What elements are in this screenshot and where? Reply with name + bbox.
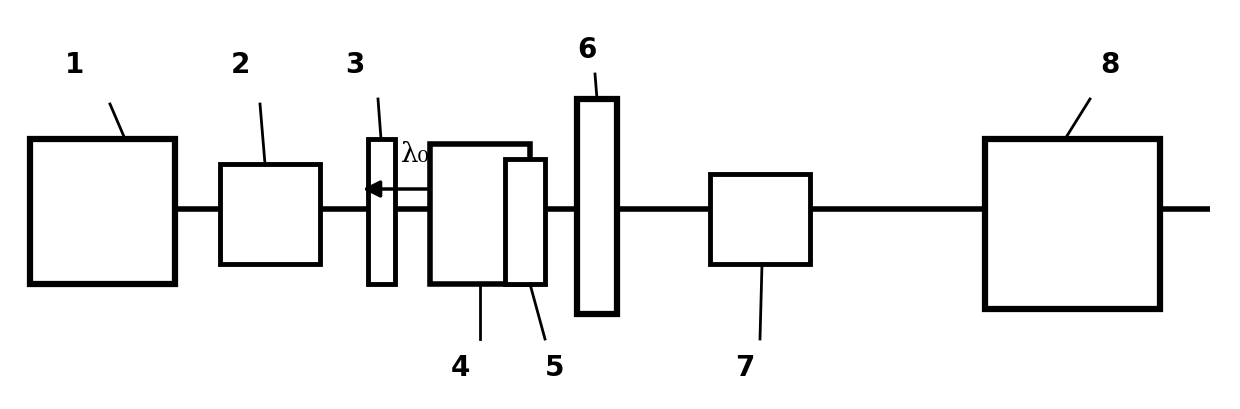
Bar: [577, 100, 618, 314]
Text: 2: 2: [231, 51, 249, 79]
Text: λ₀: λ₀: [401, 141, 429, 168]
Text: 5: 5: [546, 353, 564, 381]
Text: 8: 8: [1100, 51, 1120, 79]
Bar: [368, 139, 396, 284]
Bar: [430, 145, 529, 284]
Bar: [219, 164, 320, 264]
Text: 6: 6: [578, 36, 596, 64]
Bar: [985, 139, 1159, 309]
Text: 1: 1: [66, 51, 84, 79]
Text: 3: 3: [345, 51, 365, 79]
Bar: [505, 160, 546, 284]
Bar: [711, 175, 810, 264]
Text: 4: 4: [450, 353, 470, 381]
Bar: [30, 139, 175, 284]
Text: 7: 7: [735, 353, 755, 381]
